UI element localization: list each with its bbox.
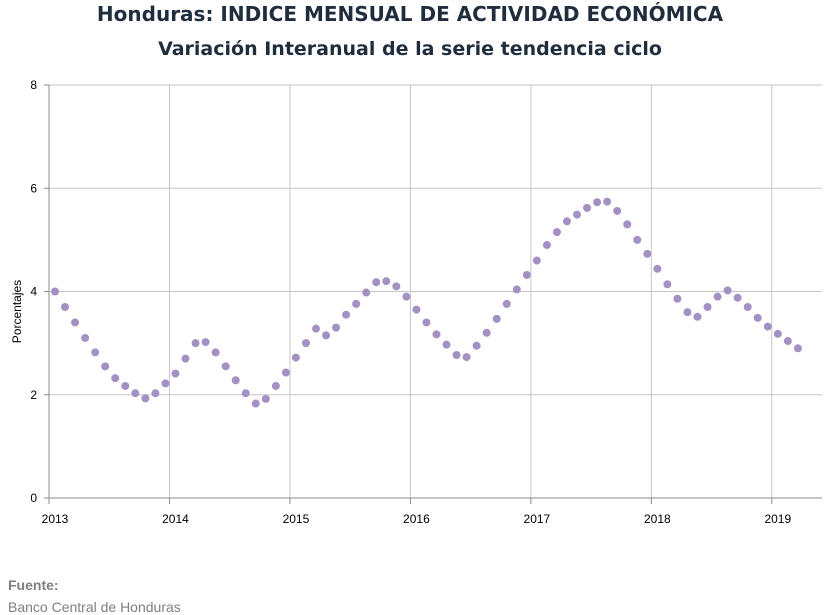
chart-subtitle: Variación Interanual de la serie tendenc…: [158, 38, 662, 60]
x-tick-label: 2014: [162, 512, 189, 526]
source-label: Fuente:: [8, 577, 59, 593]
x-tick-label: 2019: [764, 512, 791, 526]
data-point: [653, 264, 662, 273]
data-point: [342, 310, 351, 319]
data-point: [793, 344, 802, 353]
x-tick-label: 2015: [283, 512, 310, 526]
gridlines: [49, 84, 822, 498]
data-point: [432, 330, 441, 339]
data-point: [673, 294, 682, 303]
data-point: [81, 333, 90, 342]
chart-title: Honduras: INDICE MENSUAL DE ACTIVIDAD EC…: [96, 2, 724, 26]
data-point: [322, 331, 331, 340]
data-point: [512, 285, 521, 294]
data-point: [623, 220, 632, 229]
data-point: [362, 288, 371, 297]
data-point: [573, 210, 582, 219]
data-point: [332, 323, 341, 332]
data-point: [583, 203, 592, 212]
x-tick-label: 2018: [644, 512, 671, 526]
data-point: [251, 399, 260, 408]
data-point: [502, 299, 511, 308]
axes: [44, 84, 822, 504]
data-point: [783, 337, 792, 346]
data-point: [211, 348, 220, 357]
data-point: [462, 353, 471, 362]
x-tick-label: 2016: [403, 512, 430, 526]
data-point: [392, 282, 401, 291]
data-point: [71, 318, 80, 327]
data-point: [402, 292, 411, 301]
data-point: [663, 280, 672, 289]
data-point: [382, 277, 391, 286]
data-point: [683, 308, 692, 317]
data-point: [301, 339, 310, 348]
data-point: [181, 354, 190, 363]
data-point: [593, 198, 602, 207]
data-point: [111, 374, 120, 383]
data-point: [221, 362, 230, 371]
data-point: [552, 228, 561, 237]
data-point: [61, 302, 70, 311]
data-point: [161, 379, 170, 388]
x-tick-label: 2013: [42, 512, 69, 526]
data-point: [562, 217, 571, 226]
data-point: [472, 341, 481, 350]
data-points: [51, 197, 802, 408]
data-point: [603, 197, 612, 206]
data-point: [281, 368, 290, 377]
data-point: [522, 270, 531, 279]
data-point: [241, 389, 250, 398]
data-point: [452, 350, 461, 359]
data-point: [713, 292, 722, 301]
data-point: [753, 313, 762, 322]
data-point: [422, 318, 431, 327]
y-tick-labels: 0 2 4 6 8: [30, 78, 37, 505]
y-tick-label: 8: [30, 78, 37, 92]
data-point: [613, 206, 622, 215]
data-point: [151, 389, 160, 398]
data-point: [121, 381, 130, 390]
y-tick-label: 2: [30, 388, 37, 402]
data-point: [372, 278, 381, 287]
y-axis-label: Porcentajes: [10, 280, 24, 343]
data-point: [733, 293, 742, 302]
source-value: Banco Central de Honduras: [8, 599, 181, 615]
data-point: [442, 340, 451, 349]
data-point: [532, 256, 541, 265]
data-point: [773, 329, 782, 338]
data-point: [743, 302, 752, 311]
data-point: [261, 394, 270, 403]
data-point: [693, 312, 702, 321]
data-point: [542, 241, 551, 250]
x-tick-label: 2017: [524, 512, 551, 526]
x-tick-labels: 2013 2014 2015 2016 2017 2018 2019: [42, 512, 792, 526]
chart-canvas: 0 2 4 6 8 2013 2014 2015 2016 2017 2018 2019 Porce…: [10, 78, 822, 526]
data-point: [633, 235, 642, 244]
data-point: [703, 302, 712, 311]
data-point: [91, 348, 100, 357]
y-tick-label: 4: [30, 285, 37, 299]
data-point: [352, 299, 361, 308]
data-point: [763, 322, 772, 331]
data-point: [482, 328, 491, 337]
data-point: [51, 287, 59, 296]
data-point: [131, 389, 140, 398]
data-point: [141, 394, 150, 403]
data-point: [723, 286, 732, 295]
data-point: [312, 324, 321, 333]
data-point: [291, 353, 300, 362]
data-point: [201, 338, 210, 347]
data-point: [271, 381, 280, 390]
data-point: [101, 362, 110, 371]
data-point: [643, 249, 652, 258]
data-point: [412, 305, 421, 314]
data-point: [191, 339, 200, 348]
data-point: [492, 314, 501, 323]
y-tick-label: 0: [30, 491, 37, 505]
data-point: [231, 376, 240, 385]
data-point: [171, 369, 180, 378]
y-tick-label: 6: [30, 181, 37, 195]
